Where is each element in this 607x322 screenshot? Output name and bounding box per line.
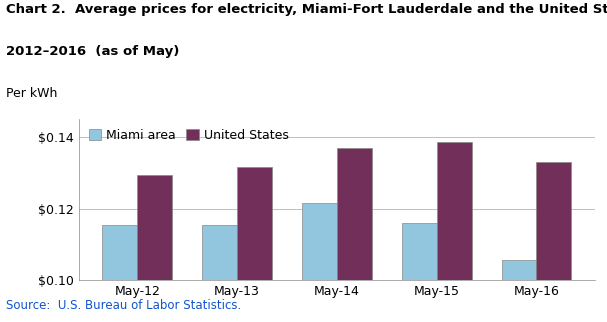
Bar xyxy=(501,260,537,322)
Bar xyxy=(237,167,272,322)
Bar xyxy=(137,175,172,322)
Legend: Miami area, United States: Miami area, United States xyxy=(85,125,293,146)
Bar xyxy=(402,223,436,322)
Bar xyxy=(202,225,237,322)
Bar xyxy=(337,148,372,322)
Bar xyxy=(436,142,472,322)
Bar xyxy=(103,225,137,322)
Text: Per kWh: Per kWh xyxy=(6,87,58,100)
Text: Source:  U.S. Bureau of Labor Statistics.: Source: U.S. Bureau of Labor Statistics. xyxy=(6,299,242,312)
Text: Chart 2.  Average prices for electricity, Miami-Fort Lauderdale and the United S: Chart 2. Average prices for electricity,… xyxy=(6,3,607,16)
Bar xyxy=(537,162,571,322)
Text: 2012–2016  (as of May): 2012–2016 (as of May) xyxy=(6,45,180,58)
Bar xyxy=(302,203,337,322)
